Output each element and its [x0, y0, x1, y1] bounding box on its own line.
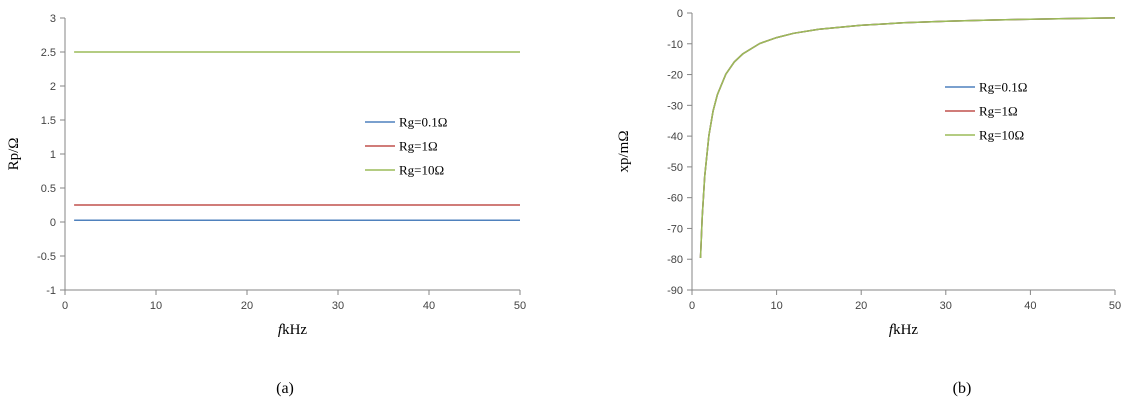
series-line-1	[699, 17, 1116, 259]
x-tick-label: 50	[1109, 300, 1121, 312]
y-tick-label: -1	[46, 285, 56, 297]
panel-caption: (b)	[953, 380, 972, 397]
y-tick-label: -60	[667, 193, 683, 205]
y-tick-label: -40	[667, 131, 683, 143]
legend-label: Rg=0.1Ω	[399, 115, 447, 130]
y-tick-label: 0	[677, 8, 683, 20]
y-tick-label: 1.5	[41, 115, 56, 127]
legend-label: Rg=10Ω	[979, 128, 1024, 143]
x-tick-label: 20	[241, 300, 253, 312]
x-tick-label: 10	[770, 300, 782, 312]
y-tick-label: 2	[50, 81, 56, 93]
panel-caption: (a)	[276, 380, 294, 397]
y-tick-label: 3	[50, 13, 56, 25]
y-tick-label: 1	[50, 149, 56, 161]
y-tick-label: -20	[667, 70, 683, 82]
legend-label: Rg=1Ω	[979, 104, 1018, 119]
x-axis-title: fkHz	[278, 322, 308, 338]
y-tick-label: -0.5	[37, 251, 56, 263]
chart-panel-a: -1-0.500.511.522.530 10 20 30 40 50fkHzRp/ΩRg…	[6, 13, 526, 397]
y-tick-label: -30	[667, 100, 683, 112]
legend-label: Rg=10Ω	[399, 163, 444, 178]
x-tick-label: 40	[423, 300, 435, 312]
y-tick-label: 0	[50, 217, 56, 229]
legend-label: Rg=1Ω	[399, 139, 438, 154]
x-tick-label: 10	[150, 300, 162, 312]
x-tick-label: 30	[940, 300, 952, 312]
y-tick-label: -50	[667, 162, 683, 174]
x-tick-label: 0	[689, 300, 695, 312]
x-axis-title-unit: kHz	[893, 322, 918, 338]
series-line-2	[699, 17, 1116, 259]
x-tick-label: 20	[855, 300, 867, 312]
x-axis-title-symbol: f	[278, 322, 284, 338]
x-axis-title-unit: kHz	[282, 322, 307, 338]
legend-label: Rg=0.1Ω	[979, 80, 1027, 95]
y-tick-label: -70	[667, 223, 683, 235]
y-tick-label: 2.5	[41, 47, 56, 59]
x-axis-title-symbol: f	[889, 322, 895, 338]
y-tick-label: 0.5	[41, 183, 56, 195]
x-tick-label: 50	[514, 300, 526, 312]
x-axis-title: fkHz	[889, 322, 919, 338]
chart-panel-b: -90 -80 -70 -60 -50 -40 -30 -20 -10 0 0 10 20 30 40 50 f…	[616, 8, 1121, 397]
y-tick-label: -90	[667, 285, 683, 297]
y-axis-title: Rp/Ω	[6, 138, 22, 171]
y-tick-label: -10	[667, 39, 683, 51]
series-line-0	[699, 17, 1116, 259]
x-tick-label: 40	[1024, 300, 1036, 312]
x-tick-label: 30	[332, 300, 344, 312]
x-tick-label: 0	[62, 300, 68, 312]
y-tick-label: -80	[667, 254, 683, 266]
y-axis-title: xp/mΩ	[616, 131, 632, 173]
